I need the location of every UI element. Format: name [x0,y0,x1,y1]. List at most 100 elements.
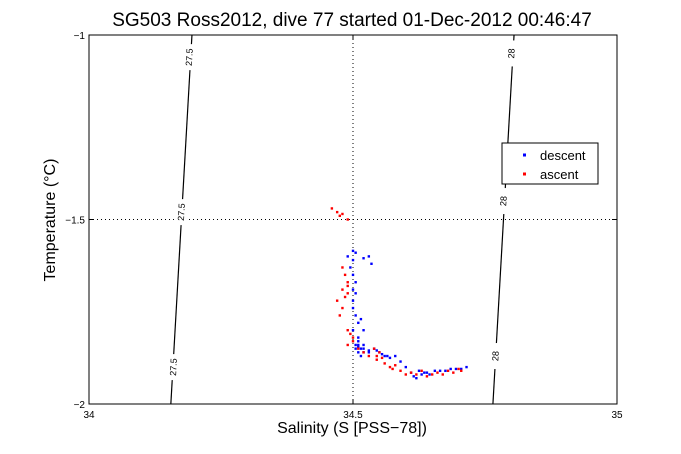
descent-point [380,352,384,356]
ascent-point [349,332,352,336]
ascent-point [446,369,450,372]
ascent-point [431,373,434,376]
y-axis-label: Temperature (°C) [42,159,59,282]
descent-point [362,347,365,350]
descent-point [357,336,360,339]
x-tick-label: 35 [611,410,623,421]
ascent-point [357,347,360,350]
descent-point [354,314,357,317]
descent-point [346,255,349,258]
ascent-point [341,266,344,269]
descent-point [354,281,357,284]
contour-label-background [498,188,509,215]
descent-point [367,351,371,354]
ascent-point [420,369,423,372]
descent-point [354,347,357,350]
contour-label: 27.5 [168,358,179,376]
contour-label-background [490,343,501,370]
descent-point [351,299,355,302]
descent-point [359,347,363,350]
ascent-point [452,371,455,374]
descent-point [388,356,392,360]
ascent-point [338,314,341,317]
ascent-point [351,340,355,343]
descent-point [412,375,415,378]
y-tick-label: −2 [74,400,86,411]
descent-point [444,369,447,372]
y-tick-label: −1 [74,31,86,42]
ascent-point [346,218,349,221]
contour-label-background [184,44,195,71]
descent-point [417,369,421,372]
descent-point [357,321,360,325]
descent-point [359,317,363,321]
descent-point [357,345,360,349]
legend-label-ascent: ascent [540,167,579,182]
ascent-point [341,288,344,291]
ascent-point [367,354,371,358]
x-axis-label: Salinity (S [PSS−78]) [277,420,427,437]
descent-point [354,251,357,254]
descent-point [351,273,355,277]
descent-point [375,349,378,352]
ascent-point [460,369,463,372]
ascent-point [388,365,392,369]
ascent-point [391,367,394,371]
descent-point [357,343,360,347]
ascent-point [346,284,349,288]
ascent-point [335,299,339,302]
descent-point [362,343,365,347]
descent-point [357,340,360,343]
descent-point [383,354,386,358]
density-contour [492,34,515,405]
descent-point [351,306,355,310]
descent-point [354,343,357,347]
descent-point [449,367,452,371]
descent-point [351,288,355,291]
ascent-point [425,375,429,378]
ascent-point [346,292,349,295]
ascent-point [375,354,378,358]
plot-area: 34 34.5 35 −2 −1.5 −1 27.5 27.5 27.5 28 28 28 [65,31,623,421]
descent-point [425,371,429,374]
legend-label-descent: descent [540,148,586,163]
descent-point [454,367,458,371]
contour-label: 28 [506,48,517,59]
descent-point [370,262,373,265]
descent-point [404,365,407,369]
descent-point [415,376,418,380]
ascent-point [351,336,355,339]
ascent-point [341,212,344,216]
descent-point [362,257,365,260]
x-tick-label: 34 [83,410,95,421]
descent-point [423,371,426,374]
ascent-point [346,281,349,284]
ascent-point [399,369,402,372]
ascent-point [343,273,347,277]
ascent-point [441,373,444,376]
contour-label: 27.5 [184,48,195,66]
x-tick-label: 34.5 [343,410,363,421]
descent-point [351,258,355,262]
ascent-point [380,356,384,360]
legend-marker-descent [523,153,526,157]
descent-point [433,369,437,372]
descent-point [349,266,352,269]
descent-point [354,292,357,295]
legend[interactable]: descent ascent [501,142,599,185]
descent-point [386,354,389,358]
descent-point [460,367,463,371]
ascent-point [457,367,460,371]
ascent-point [415,373,418,376]
descent-point [357,351,360,354]
ascent-point [343,295,347,299]
ascent-point [338,214,341,218]
contour-label: 28 [498,196,509,207]
descent-point [359,354,363,358]
contour-label: 27.5 [176,203,187,221]
legend-box [501,142,599,185]
descent-point [367,349,371,352]
ascent-point [346,329,349,332]
descent-point [362,329,365,332]
